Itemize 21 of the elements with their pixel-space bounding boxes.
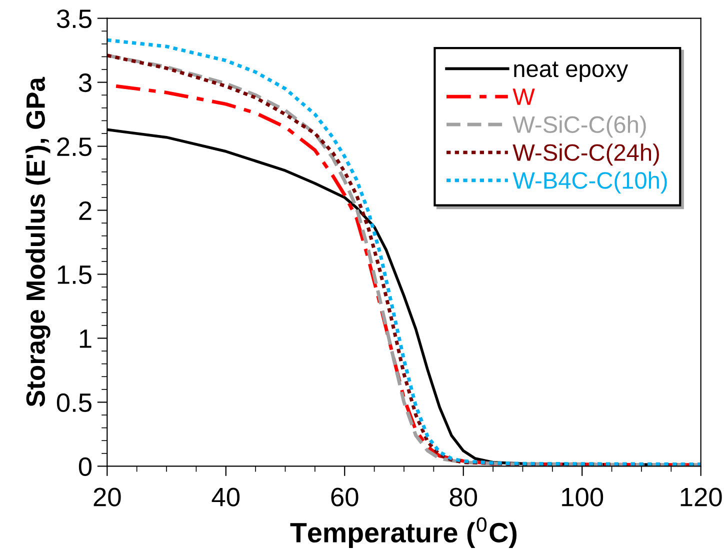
x-tick-label: 80 [450,488,478,506]
y-tick-label: 0 [78,457,92,476]
y-tick-label: 3.5 [56,9,92,28]
y-tick-label: 1.5 [58,266,92,284]
x-tick-label: 60 [331,488,358,506]
x-tick-label: 20 [94,488,121,506]
x-tick-label: 100 [562,488,604,506]
y-tick-label: 2 [79,201,92,220]
x-tick-label: 40 [212,488,240,506]
y-axis-title: Storage Modulus (E'), GPa [26,76,50,407]
legend-label: W-SiC-C(6h) [512,116,646,138]
legend-label: W-SiC-C(24h) [512,144,659,166]
x-tick-label: 120 [680,488,722,506]
legend-label: neat epoxy [514,62,628,82]
legend-label: W [512,88,535,105]
y-tick-label: 3 [78,73,92,92]
x-axis-title: Temperature ($^{0}$C) [290,517,517,548]
y-tick-label: 2.5 [57,137,92,156]
legend-label: W-B4C-C(10h) [512,171,667,194]
y-tick-label: 0.5 [56,393,92,412]
y-tick-label: 1 [80,330,92,348]
